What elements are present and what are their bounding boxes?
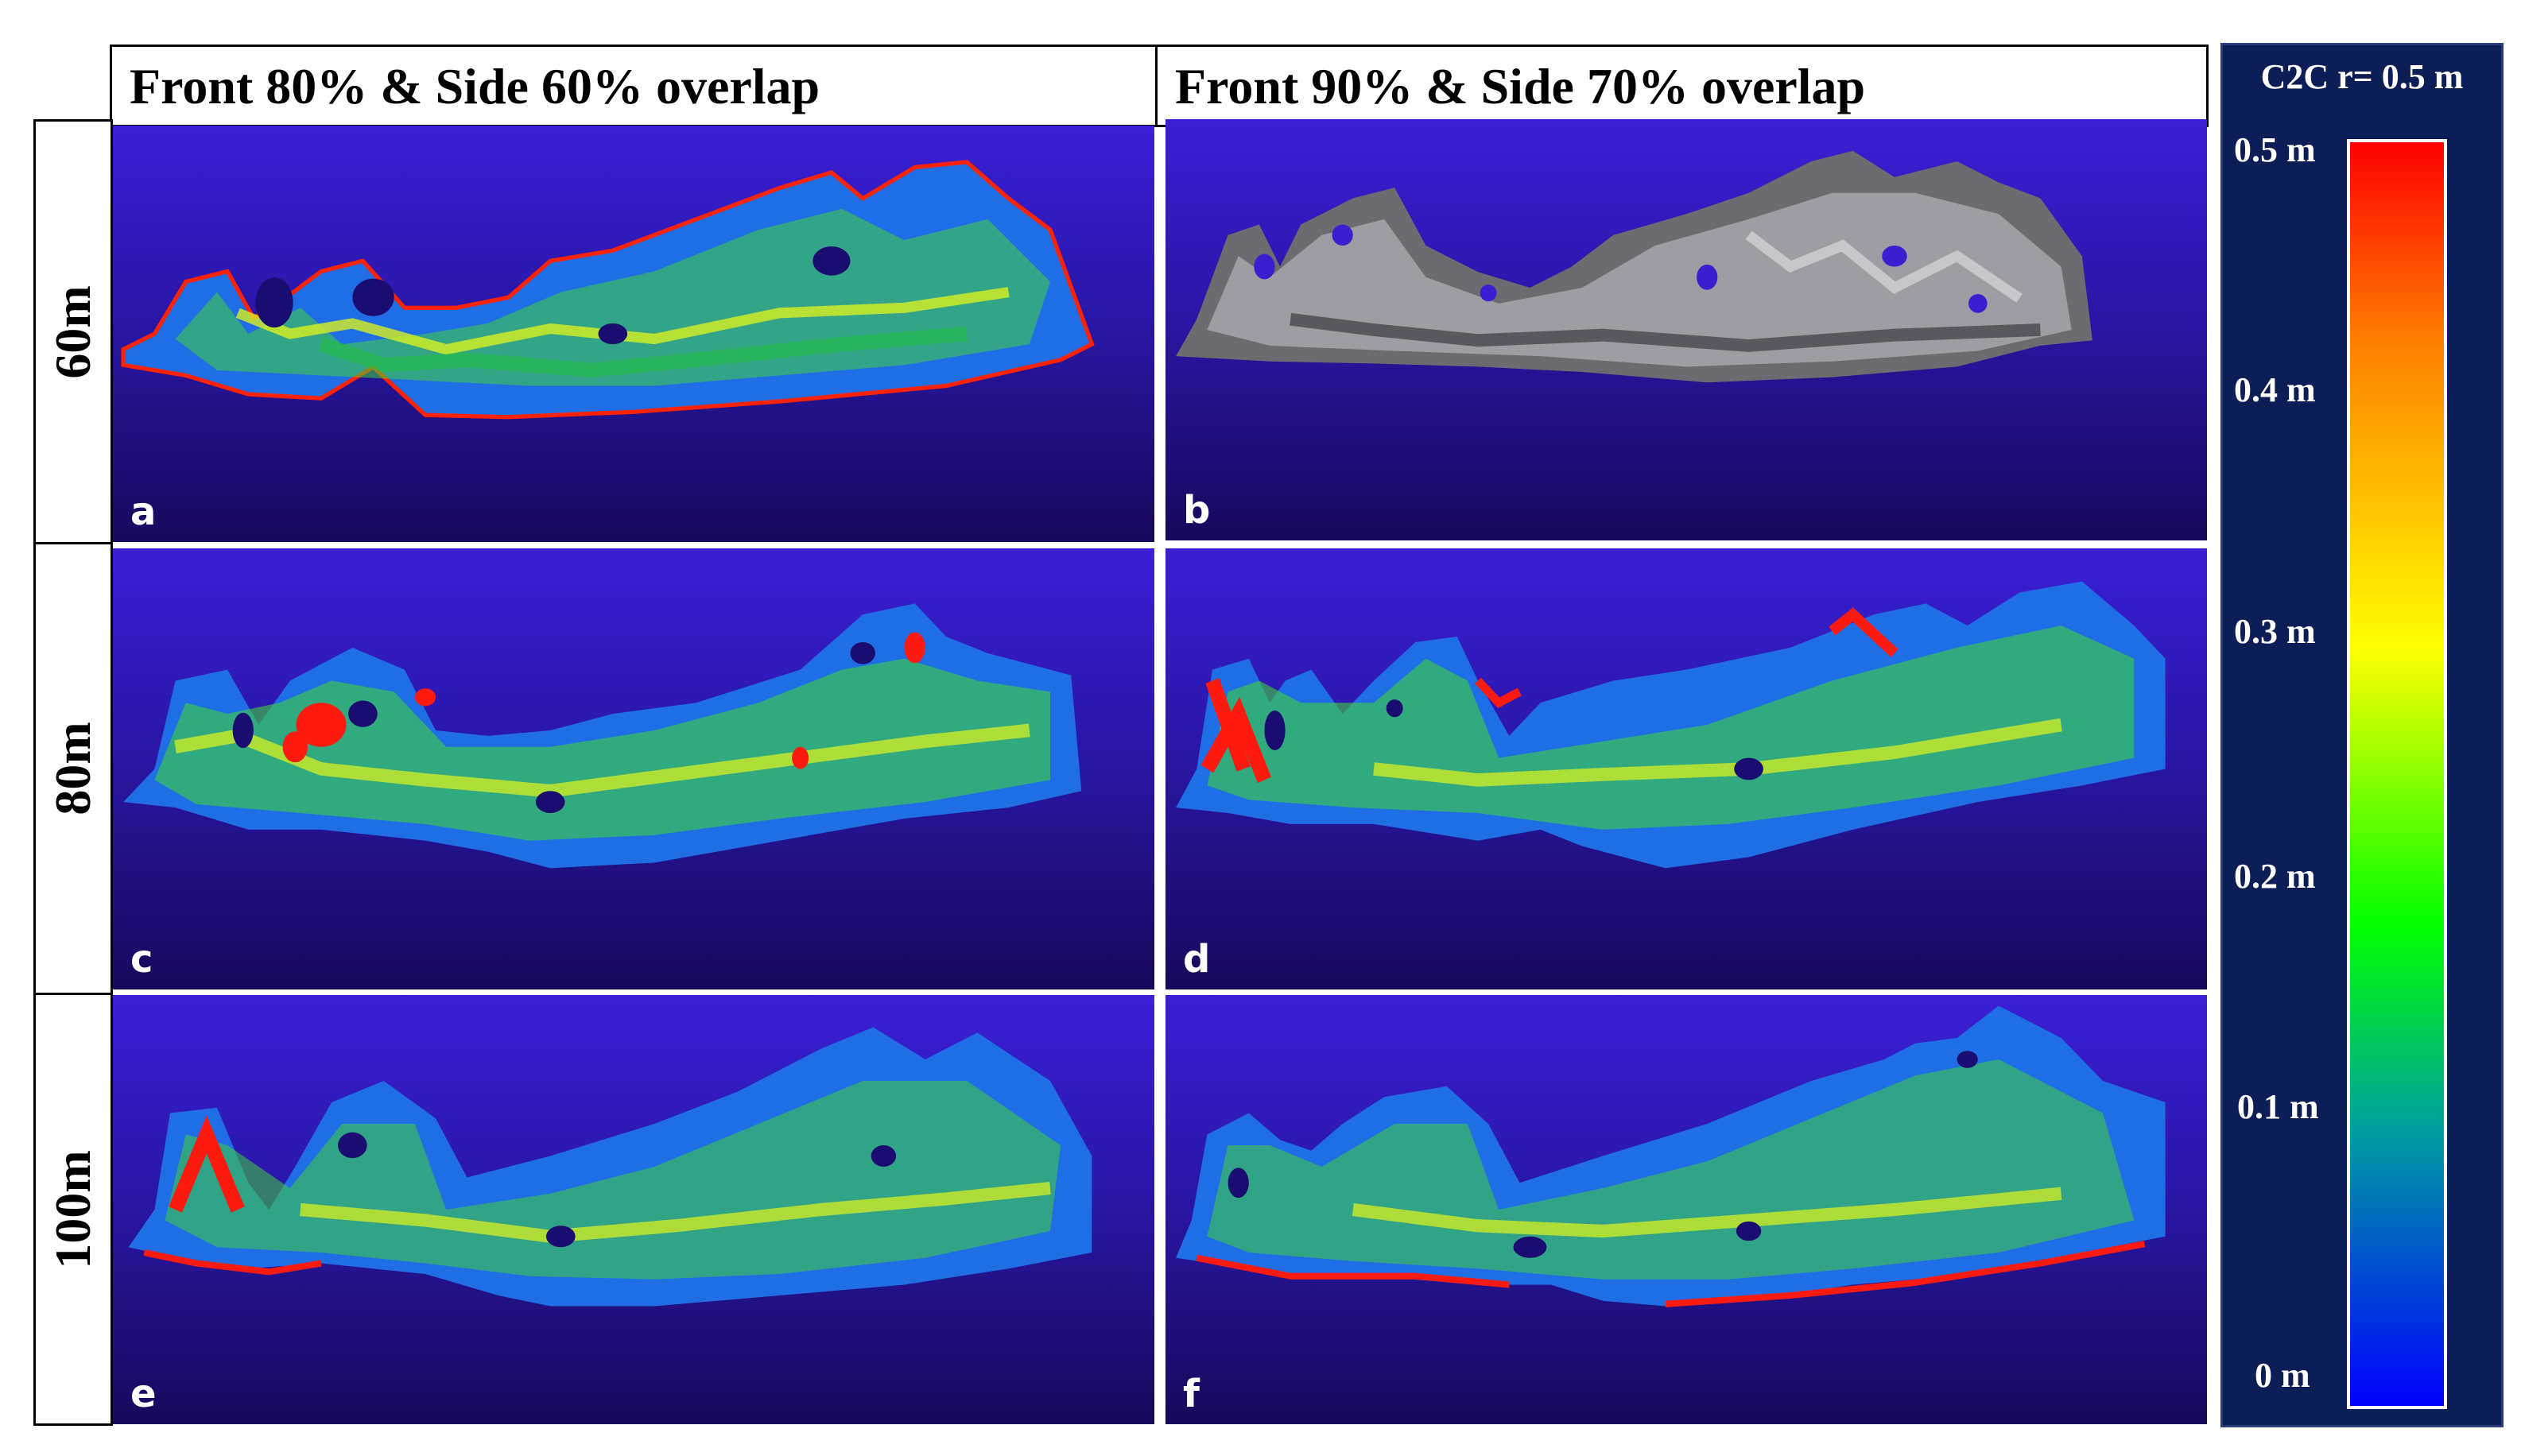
row-header-2: 80m (33, 542, 113, 995)
panel-c-label: c (130, 937, 153, 982)
column-header-2: Front 90% & Side 70% overlap (1155, 45, 2209, 127)
colorbar-tick: 0.1 m (2237, 1087, 2319, 1126)
panel-d-image (1176, 581, 2166, 869)
panel-e-image (128, 1027, 1092, 1307)
colorbar-tick: 0.5 m (2234, 130, 2316, 169)
panel-e: e (113, 995, 1154, 1424)
panel-e-label: e (130, 1372, 157, 1416)
colorbar-tick: 0.2 m (2234, 857, 2316, 896)
panel-d: d (1165, 548, 2207, 989)
panel-a: a (113, 126, 1154, 542)
legend-title: C2C r= 0.5 m (2260, 57, 2464, 96)
panel-c-image (123, 603, 1082, 869)
panel-f-label: f (1183, 1372, 1200, 1416)
row-header-2-label: 80m (45, 722, 101, 815)
panel-d-label: d (1183, 937, 1211, 982)
colorbar-gradient (2347, 139, 2447, 1409)
row-header-3: 100m (33, 993, 113, 1426)
panel-b: b (1165, 119, 2207, 540)
panel-c: c (113, 548, 1154, 989)
panel-b-image (1176, 150, 2092, 383)
colorbar-tick: 0.3 m (2234, 612, 2316, 651)
row-header-1: 60m (33, 119, 113, 544)
panel-a-label: a (130, 490, 157, 534)
panel-a-image (121, 160, 1095, 420)
column-header-1: Front 80% & Side 60% overlap (110, 45, 1158, 127)
colorbar-tick: 0.4 m (2234, 370, 2316, 409)
row-header-3-label: 100m (45, 1149, 101, 1269)
row-header-1-label: 60m (45, 285, 101, 379)
colorbar-legend: C2C r= 0.5 m 0.5 m 0.4 m 0.3 m 0.2 m 0.1… (2220, 43, 2504, 1427)
panel-b-label: b (1183, 488, 1211, 532)
panel-f-image (1176, 1005, 2166, 1307)
panel-f: f (1165, 995, 2207, 1424)
